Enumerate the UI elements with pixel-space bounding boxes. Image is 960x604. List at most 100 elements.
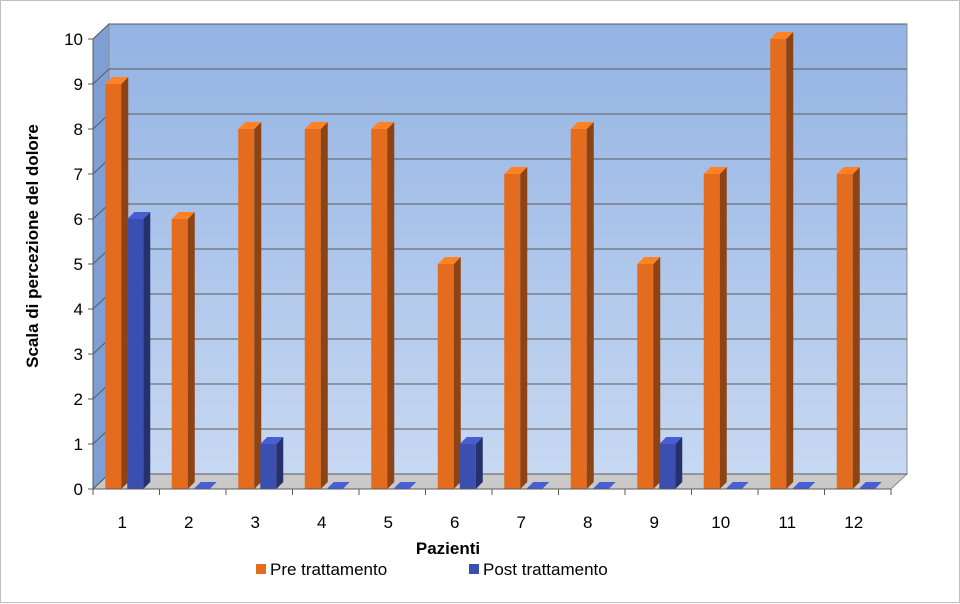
legend-swatch bbox=[469, 564, 479, 574]
bar-top bbox=[592, 482, 616, 489]
x-tick-label: 1 bbox=[118, 513, 127, 532]
y-axis-title: Scala di percezione del dolore bbox=[23, 124, 42, 368]
bar-top bbox=[792, 482, 816, 489]
legend-swatch bbox=[256, 564, 266, 574]
legend-label: Pre trattamento bbox=[270, 560, 387, 579]
y-tick-label: 6 bbox=[74, 210, 83, 229]
bar-top bbox=[127, 212, 151, 219]
bar-side bbox=[852, 167, 860, 489]
bar-top bbox=[637, 257, 661, 264]
bar-pre-12 bbox=[836, 167, 860, 489]
bar-front bbox=[238, 129, 255, 489]
bar-top bbox=[238, 122, 262, 129]
bar-front bbox=[127, 219, 144, 489]
bar-post-6 bbox=[459, 437, 483, 489]
x-tick-label: 7 bbox=[517, 513, 526, 532]
bar-side bbox=[653, 257, 661, 489]
gridline bbox=[92, 23, 907, 40]
y-tick-label: 3 bbox=[74, 345, 83, 364]
y-tick-label: 8 bbox=[74, 120, 83, 139]
bar-pre-1 bbox=[105, 77, 129, 489]
bar-pre-8 bbox=[570, 122, 594, 489]
x-tick-label: 12 bbox=[844, 513, 863, 532]
bar-side bbox=[276, 437, 284, 489]
x-tick-label: 4 bbox=[317, 513, 326, 532]
y-tick-label: 2 bbox=[74, 390, 83, 409]
bar-side bbox=[719, 167, 727, 489]
bar-side bbox=[475, 437, 483, 489]
bar-front bbox=[437, 264, 454, 489]
bar-side bbox=[320, 122, 328, 489]
x-tick-label: 2 bbox=[184, 513, 193, 532]
bar-front bbox=[371, 129, 388, 489]
y-tick-label: 9 bbox=[74, 75, 83, 94]
bar-top bbox=[260, 437, 284, 444]
bar-top bbox=[836, 167, 860, 174]
bar-top bbox=[326, 482, 350, 489]
bar-side bbox=[786, 32, 794, 489]
bar-top bbox=[770, 32, 794, 39]
x-tick-label: 5 bbox=[384, 513, 393, 532]
bar-top bbox=[659, 437, 683, 444]
bar-front bbox=[304, 129, 321, 489]
bar-pre-5 bbox=[371, 122, 395, 489]
bar-front bbox=[171, 219, 188, 489]
bar-front bbox=[637, 264, 654, 489]
bar-front bbox=[504, 174, 521, 489]
y-tick-label: 0 bbox=[74, 480, 83, 499]
bar-top bbox=[105, 77, 129, 84]
y-tick-label: 10 bbox=[64, 30, 83, 49]
bar-top bbox=[171, 212, 195, 219]
y-tick-label: 7 bbox=[74, 165, 83, 184]
bar-pre-3 bbox=[238, 122, 262, 489]
bar-side bbox=[675, 437, 683, 489]
bar-post-3 bbox=[260, 437, 284, 489]
x-tick-label: 11 bbox=[778, 513, 796, 532]
bar-pre-4 bbox=[304, 122, 328, 489]
bar-top bbox=[371, 122, 395, 129]
bar-side bbox=[387, 122, 395, 489]
bar-top bbox=[304, 122, 328, 129]
bar-top bbox=[703, 167, 727, 174]
bar-top bbox=[193, 482, 217, 489]
y-tick-label: 1 bbox=[74, 435, 83, 454]
bar-front bbox=[770, 39, 787, 489]
bar-front bbox=[703, 174, 720, 489]
bar-top bbox=[459, 437, 483, 444]
bar-top bbox=[526, 482, 550, 489]
bar-post-9 bbox=[659, 437, 683, 489]
legend: Pre trattamento Post trattamento bbox=[256, 560, 608, 579]
y-tick-label: 4 bbox=[74, 300, 83, 319]
bar-side bbox=[143, 212, 151, 489]
bar-front bbox=[459, 444, 476, 489]
y-tick-label: 5 bbox=[74, 255, 83, 274]
bar-side bbox=[187, 212, 195, 489]
bar-pre-7 bbox=[504, 167, 528, 489]
bar-pre-6 bbox=[437, 257, 461, 489]
x-tick-label: 3 bbox=[251, 513, 260, 532]
bar-pre-2 bbox=[171, 212, 195, 489]
bar-series bbox=[105, 32, 882, 490]
bar-front bbox=[105, 84, 122, 489]
gridline bbox=[92, 68, 907, 85]
bar-top bbox=[725, 482, 749, 489]
x-tick-label: 10 bbox=[711, 513, 730, 532]
bar-side bbox=[121, 77, 129, 489]
bar-post-1 bbox=[127, 212, 151, 489]
bar-top bbox=[393, 482, 417, 489]
bar-top bbox=[437, 257, 461, 264]
bar-pre-10 bbox=[703, 167, 727, 489]
legend-item-pre: Pre trattamento bbox=[256, 560, 387, 579]
bar-top bbox=[858, 482, 882, 489]
x-tick-label: 6 bbox=[450, 513, 459, 532]
bar-pre-9 bbox=[637, 257, 661, 489]
legend-item-post: Post trattamento bbox=[469, 560, 608, 579]
bar-side bbox=[586, 122, 594, 489]
bar-side bbox=[453, 257, 461, 489]
legend-label: Post trattamento bbox=[483, 560, 608, 579]
x-tick-label: 9 bbox=[650, 513, 659, 532]
bar-top bbox=[504, 167, 528, 174]
